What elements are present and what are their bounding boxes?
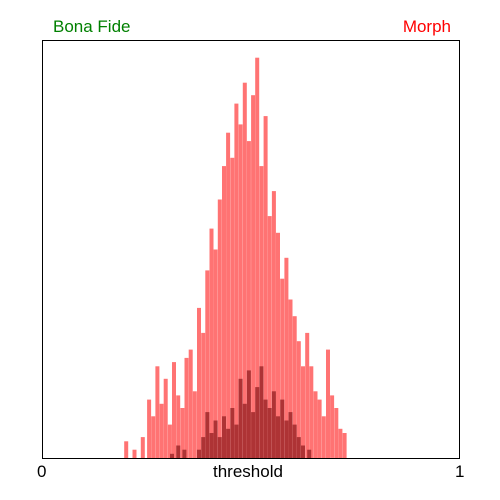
morph-bar-15: [197, 307, 201, 458]
morph-bar-27: [246, 141, 251, 458]
bona-fide-bar-7: [213, 420, 218, 458]
morph-bar-18: [209, 228, 214, 458]
bona-fide-bar-3: [197, 449, 201, 458]
morph-bar-20: [217, 199, 222, 458]
morph-bar-12: [184, 357, 189, 458]
bona-fide-bar-0: [170, 453, 174, 458]
morph-bar-10: [176, 395, 181, 458]
morph-bar-41: [305, 332, 310, 458]
morph-bar-36: [284, 257, 289, 458]
morph-bar-48: [334, 408, 339, 458]
morph-bar-49: [338, 428, 343, 458]
bona-fide-bar-10: [226, 428, 231, 458]
morph-bar-26: [242, 82, 247, 458]
x-axis-label: threshold: [213, 462, 283, 481]
morph-bar-1: [132, 449, 137, 458]
bona-fide-bar-25: [288, 412, 293, 458]
bona-fide-bar-4: [201, 437, 206, 458]
morph-bar-43: [313, 391, 318, 458]
bona-fide-bar-1: [176, 445, 181, 458]
morph-bar-9: [172, 362, 176, 458]
morph-bar-33: [271, 191, 276, 458]
morph-bar-25: [238, 124, 243, 459]
bona-fide-bar-14: [242, 403, 247, 458]
morph-bar-44: [317, 399, 322, 458]
bona-fide-bar-6: [209, 433, 214, 458]
morph-bar-21: [222, 166, 226, 458]
morph-bar-16: [201, 332, 206, 458]
bona-fide-bar-17: [255, 387, 260, 458]
legend-bona-fide: Bona Fide: [53, 17, 131, 36]
morph-bar-13: [188, 349, 193, 458]
bona-fide-bar-27: [296, 437, 301, 458]
morph-bar-2: [140, 437, 145, 458]
morph-bar-39: [296, 341, 301, 458]
morph-bar-8: [167, 424, 172, 458]
morph-bar-22: [226, 132, 231, 458]
morph-bar-6: [159, 403, 164, 458]
bona-fide-bar-5: [205, 412, 210, 458]
bona-fide-bar-29: [307, 449, 312, 458]
morph-bar-24: [234, 103, 239, 458]
morph-bar-7: [163, 378, 168, 458]
bona-fide-bar-18: [259, 366, 264, 458]
morph-bar-14: [192, 391, 197, 458]
x-tick-label-max: 1: [455, 462, 465, 481]
bona-fide-bar-20: [267, 408, 272, 458]
bona-fide-bar-2: [182, 449, 187, 458]
bona-fide-bar-22: [276, 416, 280, 458]
bona-fide-bar-8: [217, 437, 222, 458]
morph-bar-3: [147, 399, 152, 458]
bona-fide-bar-24: [284, 420, 289, 458]
bona-fide-bar-15: [246, 370, 251, 458]
morph-bar-32: [267, 216, 272, 458]
plot-frame: [42, 40, 460, 459]
x-tick-label-min: 0: [37, 462, 47, 481]
bona-fide-bar-28: [301, 445, 305, 458]
morph-bar-5: [155, 366, 160, 458]
morph-bar-37: [288, 299, 293, 458]
bona-fide-bar-13: [238, 378, 243, 458]
morph-bar-31: [263, 116, 268, 458]
morph-bar-28: [251, 95, 256, 458]
morph-bar-30: [259, 166, 264, 458]
morph-bar-23: [230, 157, 235, 459]
morph-bar-40: [301, 366, 305, 458]
morph-bar-19: [213, 249, 218, 458]
bars-layer: [124, 57, 347, 459]
bona-fide-bar-9: [222, 416, 226, 458]
bona-fide-bar-23: [280, 399, 285, 458]
morph-bar-0: [124, 441, 129, 458]
morph-bar-46: [326, 349, 330, 458]
morph-bar-34: [276, 232, 280, 458]
morph-bar-47: [330, 395, 335, 458]
morph-bar-29: [255, 57, 260, 458]
morph-bar-35: [280, 278, 285, 458]
bona-fide-bar-12: [234, 424, 239, 458]
morph-bar-42: [309, 366, 314, 458]
morph-bar-50: [342, 433, 347, 458]
morph-bar-4: [151, 416, 156, 458]
bona-fide-bar-16: [251, 412, 256, 458]
morph-bar-45: [321, 416, 326, 458]
bona-fide-bar-11: [230, 408, 235, 458]
legend-morph: Morph: [402, 17, 451, 36]
morph-bar-38: [292, 316, 297, 458]
bona-fide-bar-26: [292, 424, 297, 458]
bona-fide-bar-21: [271, 391, 276, 458]
bona-fide-bar-19: [263, 399, 268, 458]
morph-bar-17: [205, 270, 210, 459]
morph-bar-11: [180, 408, 185, 458]
